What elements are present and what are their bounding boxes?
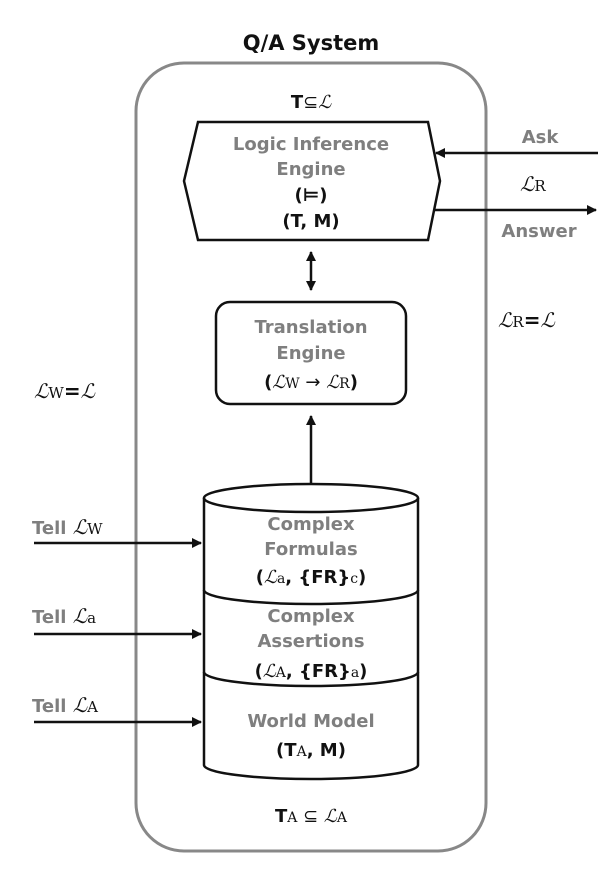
complex-formulas-languages: (ℒa, {FR}c) xyxy=(256,567,367,588)
database-divider-2 xyxy=(202,671,420,688)
world-model-title: World Model xyxy=(247,711,374,732)
answer-language-label: ℒR xyxy=(520,172,546,196)
translation-engine-shape xyxy=(214,300,408,406)
ask-label: Ask xyxy=(522,127,560,148)
database-divider-1 xyxy=(202,589,420,606)
inference-engine-title-line1: Logic Inference xyxy=(233,134,389,155)
translation-engine-title-line2: Engine xyxy=(276,343,345,364)
complex-assertions-languages: (ℒA, {FR}a) xyxy=(255,661,368,682)
complex-formulas-line1: Complex xyxy=(267,514,355,535)
system-boundary xyxy=(134,61,488,853)
lr-equals-l-label: ℒR=ℒ xyxy=(498,308,555,332)
tell-lA-label: Tell ℒA xyxy=(32,693,98,717)
complex-assertions-line2: Assertions xyxy=(257,631,364,652)
answer-label: Answer xyxy=(501,221,576,242)
world-model-theory: (TA, M) xyxy=(276,740,346,761)
complex-assertions-line1: Complex xyxy=(267,606,355,627)
tell-la-label: Tell ℒa xyxy=(32,604,96,628)
logic-inference-engine-shape xyxy=(182,120,442,242)
theory-top-label: T⊆ℒ xyxy=(291,92,332,113)
theory-bottom-label: TA ⊆ ℒA xyxy=(275,806,348,827)
database-cylinder-body xyxy=(202,498,420,781)
translation-engine-title-line1: Translation xyxy=(254,317,367,338)
lw-equals-l-label: ℒW=ℒ xyxy=(34,379,96,403)
inference-engine-title-line2: Engine xyxy=(276,159,345,180)
database-cylinder-top xyxy=(202,482,420,514)
tell-lw-label: Tell ℒW xyxy=(32,515,103,539)
inference-engine-tm: (T, M) xyxy=(282,211,339,232)
translation-engine-mapping: (ℒW → ℒR) xyxy=(264,372,358,393)
inference-engine-entails: (⊨) xyxy=(295,185,328,206)
system-title: Q/A System xyxy=(243,31,380,55)
complex-formulas-line2: Formulas xyxy=(264,539,357,560)
